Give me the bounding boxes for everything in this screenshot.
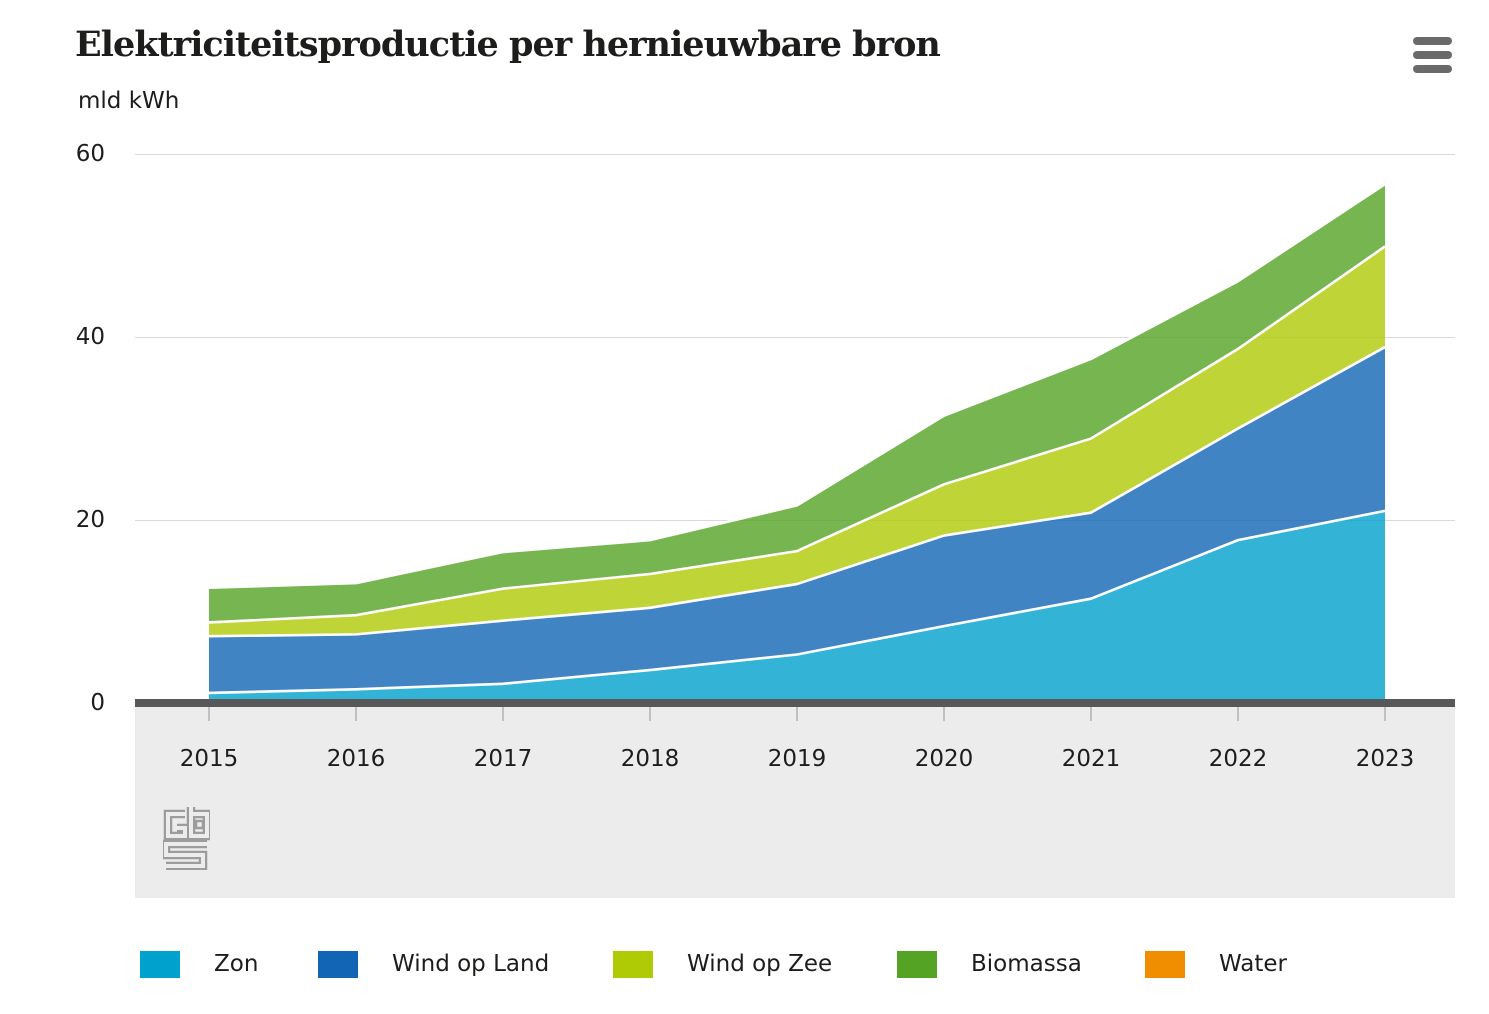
y-axis-label-0: 0 bbox=[90, 690, 105, 716]
series-boundary-biomassa bbox=[208, 183, 1386, 590]
x-tick-2018 bbox=[649, 707, 651, 721]
x-axis-line bbox=[135, 699, 1455, 707]
legend-label: Wind op Land bbox=[392, 951, 550, 977]
series-boundary-zon bbox=[208, 509, 1386, 695]
series-boundary-wind-op-zee bbox=[208, 245, 1386, 624]
x-axis-label-2022: 2022 bbox=[1208, 746, 1268, 772]
x-tick-2017 bbox=[502, 707, 504, 721]
y-axis-label-40: 40 bbox=[75, 324, 105, 350]
legend-swatch-wind-op-land bbox=[318, 951, 358, 978]
x-tick-2019 bbox=[796, 707, 798, 721]
legend-swatch-zon bbox=[140, 951, 180, 978]
hamburger-menu-icon[interactable] bbox=[1413, 37, 1452, 73]
legend-swatch-wind-op-zee bbox=[613, 951, 653, 978]
x-tick-2021 bbox=[1090, 707, 1092, 721]
y-axis-unit-label: mld kWh bbox=[78, 88, 180, 114]
legend-swatch-biomassa bbox=[897, 951, 937, 978]
series-boundary-wind-op-land bbox=[208, 345, 1386, 638]
legend-label: Biomassa bbox=[971, 951, 1082, 977]
area-wind-op-land[interactable] bbox=[209, 347, 1385, 693]
x-tick-2016 bbox=[355, 707, 357, 721]
x-axis-label-2020: 2020 bbox=[914, 746, 974, 772]
chart-legend: Zon Wind op Land Wind op Zee Biomassa Water bbox=[0, 950, 1489, 984]
area-zon[interactable] bbox=[209, 510, 1385, 703]
x-axis-label-2018: 2018 bbox=[620, 746, 680, 772]
x-axis-label-2019: 2019 bbox=[767, 746, 827, 772]
gridline-40 bbox=[135, 337, 1455, 338]
menu-bar bbox=[1413, 37, 1452, 45]
legend-label: Water bbox=[1219, 951, 1287, 977]
x-axis-label-2016: 2016 bbox=[326, 746, 386, 772]
x-axis-label-2017: 2017 bbox=[473, 746, 533, 772]
x-tick-2022 bbox=[1237, 707, 1239, 721]
area-biomassa[interactable] bbox=[209, 184, 1385, 623]
area-wind-op-zee[interactable] bbox=[209, 246, 1385, 637]
x-tick-2023 bbox=[1384, 707, 1386, 721]
x-axis-label-2021: 2021 bbox=[1061, 746, 1121, 772]
legend-label: Zon bbox=[214, 951, 259, 977]
x-axis-band bbox=[135, 707, 1455, 898]
x-axis-label-2015: 2015 bbox=[179, 746, 239, 772]
x-tick-2020 bbox=[943, 707, 945, 721]
y-axis-label-60: 60 bbox=[75, 141, 105, 167]
x-tick-2015 bbox=[208, 707, 210, 721]
gridline-60 bbox=[135, 154, 1455, 155]
page-title: Elektriciteitsproductie per hernieuwbare… bbox=[75, 24, 941, 65]
legend-label: Wind op Zee bbox=[687, 951, 833, 977]
cbs-logo bbox=[163, 807, 210, 870]
y-axis-label-20: 20 bbox=[75, 507, 105, 533]
menu-bar bbox=[1413, 51, 1452, 59]
legend-swatch-water bbox=[1145, 951, 1185, 978]
x-axis-label-2023: 2023 bbox=[1355, 746, 1415, 772]
menu-bar bbox=[1413, 65, 1452, 73]
